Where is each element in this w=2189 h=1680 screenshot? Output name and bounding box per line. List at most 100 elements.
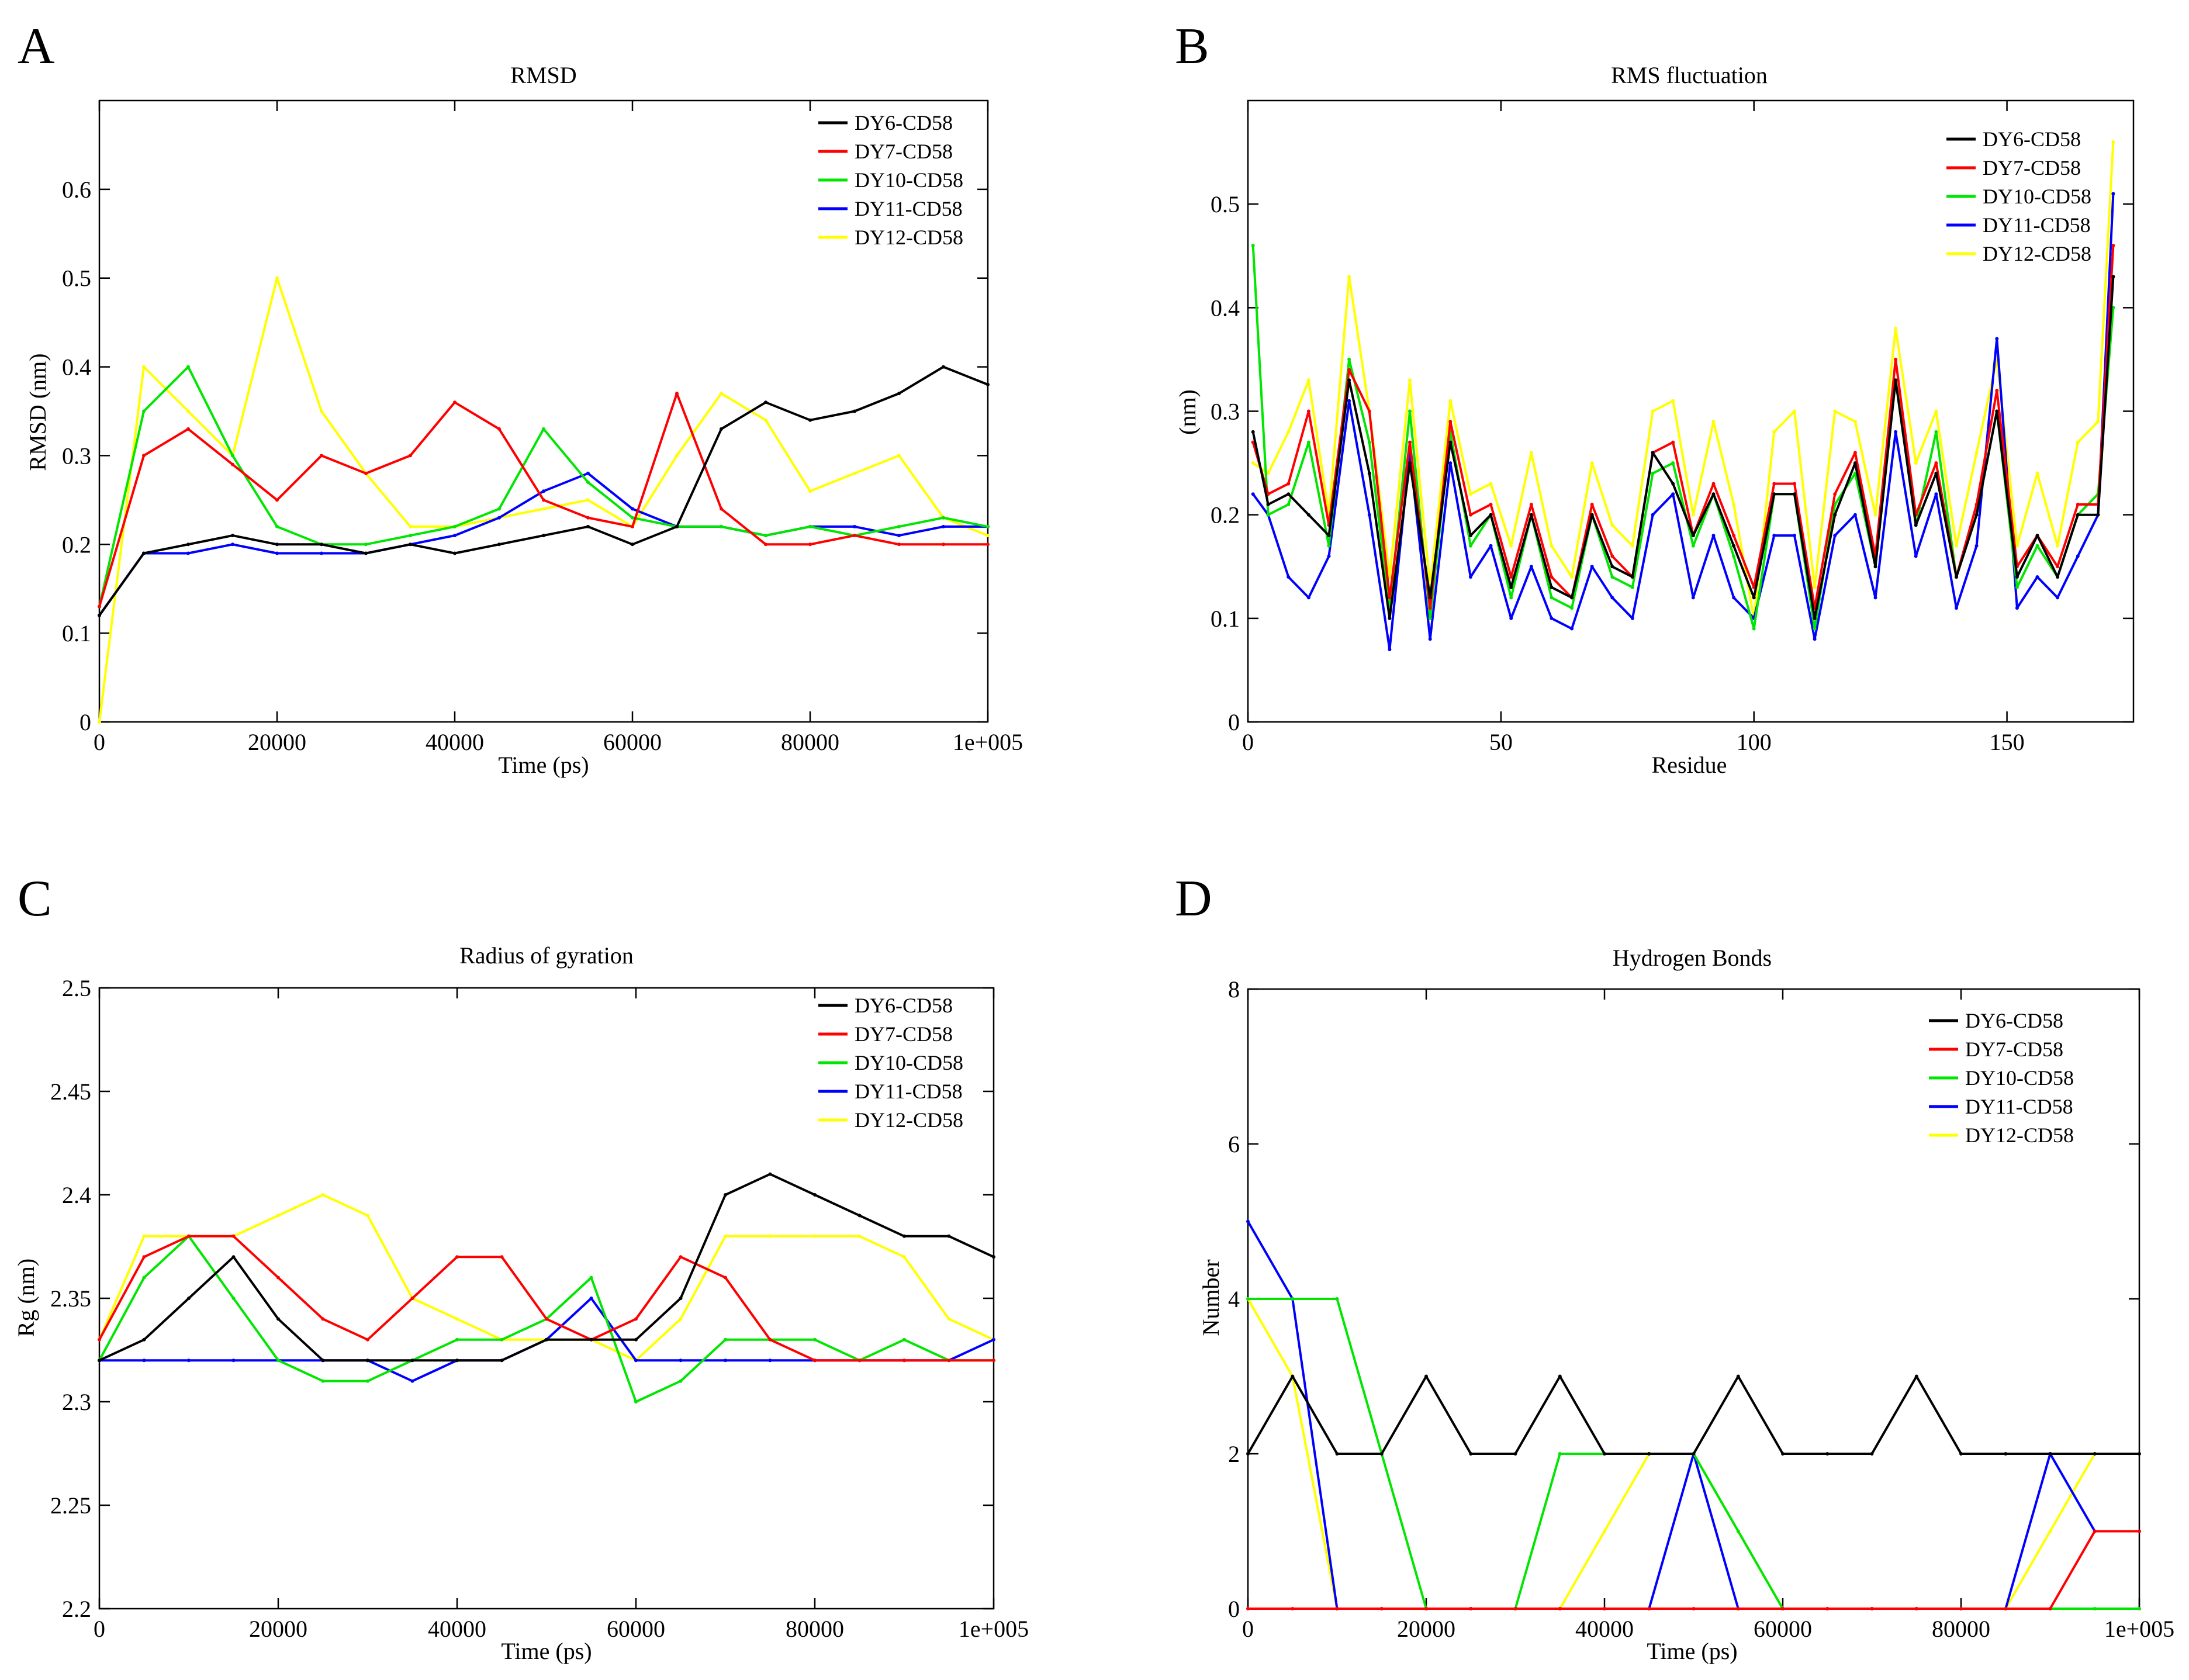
plot-title: RMSD xyxy=(510,62,576,88)
data-point-dy6-cd58 xyxy=(1752,596,1756,600)
data-point-dy7-cd58 xyxy=(186,427,190,431)
data-point-dy10-cd58 xyxy=(1813,627,1817,631)
data-point-dy10-cd58 xyxy=(1630,585,1634,589)
data-point-dy10-cd58 xyxy=(1266,513,1270,517)
data-point-dy10-cd58 xyxy=(813,1337,817,1342)
data-point-dy12-cd58 xyxy=(1610,523,1614,527)
data-point-dy7-cd58 xyxy=(720,507,723,511)
y-tick-label: 0.6 xyxy=(62,177,91,203)
data-point-dy11-cd58 xyxy=(1448,461,1453,465)
data-point-dy7-cd58 xyxy=(1335,1607,1339,1610)
data-point-dy6-cd58 xyxy=(947,1234,951,1238)
data-point-dy10-cd58 xyxy=(1335,1297,1339,1301)
data-point-dy6-cd58 xyxy=(1513,1452,1517,1456)
data-point-dy12-cd58 xyxy=(275,276,279,280)
data-point-dy7-cd58 xyxy=(142,1255,146,1259)
data-point-dy6-cd58 xyxy=(764,400,767,405)
data-point-dy7-cd58 xyxy=(455,1255,459,1259)
data-point-dy6-cd58 xyxy=(1468,534,1472,538)
data-point-dy6-cd58 xyxy=(1692,1452,1696,1456)
data-point-dy12-cd58 xyxy=(720,392,723,396)
data-point-dy7-cd58 xyxy=(1529,503,1533,506)
x-tick-label: 20000 xyxy=(1397,1616,1455,1642)
series-line-dy6-cd58 xyxy=(1251,276,2115,620)
x-tick-label: 20000 xyxy=(249,1616,307,1642)
data-point-dy7-cd58 xyxy=(500,1255,504,1259)
data-point-dy12-cd58 xyxy=(586,498,590,502)
y-tick-label: 2 xyxy=(1228,1441,1240,1467)
data-point-dy10-cd58 xyxy=(1550,596,1554,600)
data-point-dy6-cd58 xyxy=(634,1337,638,1342)
data-point-dy11-cd58 xyxy=(1772,534,1776,538)
data-point-dy10-cd58 xyxy=(1251,244,1255,247)
data-point-dy11-cd58 xyxy=(453,534,457,538)
data-point-dy7-cd58 xyxy=(1367,409,1371,413)
data-point-dy7-cd58 xyxy=(231,462,234,466)
data-point-dy7-cd58 xyxy=(2056,565,2060,569)
data-point-dy6-cd58 xyxy=(1550,585,1554,589)
data-point-dy7-cd58 xyxy=(992,1358,995,1363)
data-point-dy6-cd58 xyxy=(409,542,412,547)
data-point-dy10-cd58 xyxy=(186,365,190,369)
y-tick-label: 2.2 xyxy=(62,1596,91,1622)
data-point-dy12-cd58 xyxy=(1448,399,1453,403)
data-point-dy10-cd58 xyxy=(2093,1607,2097,1610)
data-point-dy7-cd58 xyxy=(1287,482,1291,486)
x-tick-label: 0 xyxy=(94,729,105,755)
data-point-dy12-cd58 xyxy=(1590,461,1594,465)
data-point-dy6-cd58 xyxy=(545,1337,548,1342)
data-point-dy6-cd58 xyxy=(2048,1452,2052,1456)
data-point-dy10-cd58 xyxy=(586,481,590,484)
data-point-dy7-cd58 xyxy=(1550,575,1554,579)
data-point-dy12-cd58 xyxy=(186,409,190,413)
data-point-dy6-cd58 xyxy=(1671,482,1675,486)
data-point-dy12-cd58 xyxy=(366,1214,369,1218)
data-point-dy12-cd58 xyxy=(142,365,146,369)
data-point-dy6-cd58 xyxy=(2096,513,2100,517)
data-point-dy7-cd58 xyxy=(497,427,501,431)
y-axis-label: RMSD (nm) xyxy=(25,353,51,471)
panel-c: C Radius of gyration 0 20000 40000 60000 800… xyxy=(13,870,1029,1664)
data-point-dy6-cd58 xyxy=(1347,378,1351,382)
data-point-dy10-cd58 xyxy=(366,1379,369,1383)
data-point-dy6-cd58 xyxy=(1974,513,1979,517)
data-point-dy12-cd58 xyxy=(142,1234,146,1238)
data-point-dy12-cd58 xyxy=(1732,503,1736,506)
data-point-dy7-cd58 xyxy=(1379,1607,1384,1610)
legend-label: DY10-CD58 xyxy=(855,1051,963,1074)
data-point-dy7-cd58 xyxy=(1736,1607,1740,1610)
data-point-dy10-cd58 xyxy=(409,534,412,538)
x-tick-label: 1e+005 xyxy=(959,1616,1029,1642)
data-point-dy6-cd58 xyxy=(410,1358,414,1363)
data-point-dy6-cd58 xyxy=(1306,513,1310,517)
data-point-dy6-cd58 xyxy=(1914,1374,1918,1378)
x-tick-label: 80000 xyxy=(1932,1616,1990,1642)
data-point-dy6-cd58 xyxy=(1448,440,1453,444)
legend-label: DY7-CD58 xyxy=(855,140,953,163)
data-point-dy6-cd58 xyxy=(586,524,590,528)
data-point-dy11-cd58 xyxy=(1287,575,1291,579)
data-point-dy11-cd58 xyxy=(1251,492,1255,496)
x-axis-label: Residue xyxy=(1652,752,1727,778)
data-point-dy6-cd58 xyxy=(1873,565,1877,569)
data-point-dy6-cd58 xyxy=(1428,596,1432,600)
data-point-dy12-cd58 xyxy=(808,489,812,493)
data-point-dy7-cd58 xyxy=(1870,1607,1874,1610)
x-tick-label: 60000 xyxy=(1754,1616,1812,1642)
data-point-dy6-cd58 xyxy=(1870,1452,1874,1456)
data-point-dy7-cd58 xyxy=(764,542,767,547)
data-point-dy6-cd58 xyxy=(1995,409,1999,413)
y-tick-label: 2.45 xyxy=(50,1078,91,1105)
data-point-dy7-cd58 xyxy=(98,1337,101,1342)
data-point-dy6-cd58 xyxy=(1509,585,1513,589)
data-point-dy11-cd58 xyxy=(1610,596,1614,600)
data-point-dy11-cd58 xyxy=(1955,606,1958,610)
data-point-dy7-cd58 xyxy=(902,1358,906,1363)
data-point-dy12-cd58 xyxy=(2048,1529,2052,1533)
panel-a: A RMSD 0 20000 40000 60000 80000 1e+005 0 0.1 0.… xyxy=(18,18,1023,778)
data-point-dy10-cd58 xyxy=(1570,606,1574,610)
data-point-dy6-cd58 xyxy=(1959,1452,1963,1456)
data-point-dy6-cd58 xyxy=(231,534,234,538)
data-point-dy12-cd58 xyxy=(1853,420,1857,424)
data-point-dy7-cd58 xyxy=(1291,1607,1295,1610)
